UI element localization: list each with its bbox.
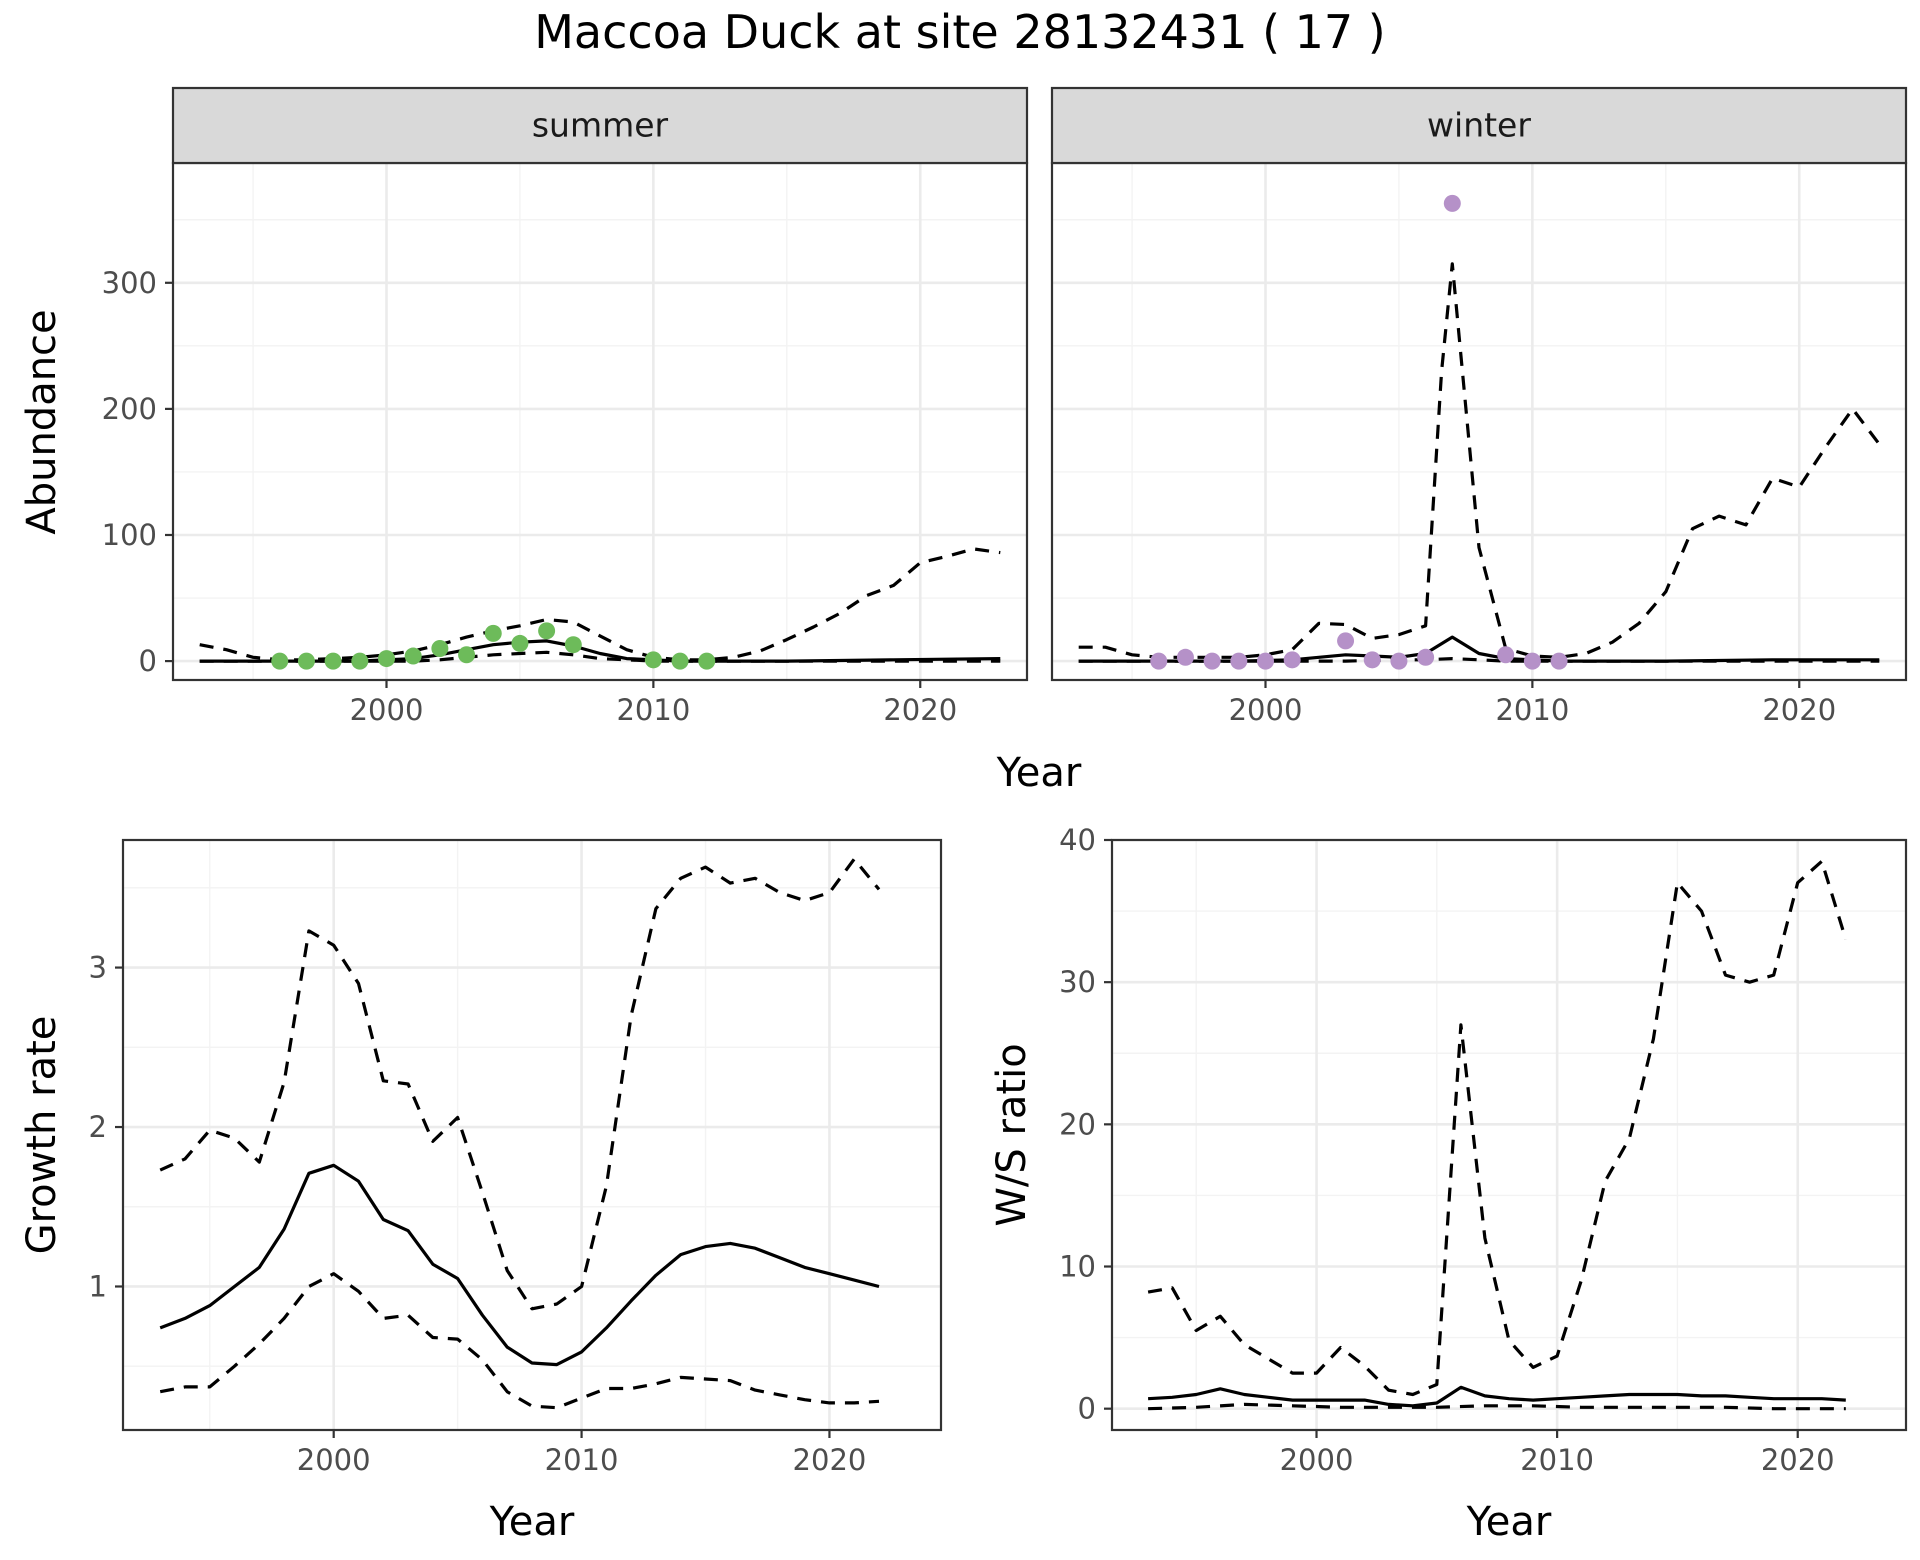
data-point [1550,652,1568,670]
y-tick-label: 300 [102,266,157,300]
data-point [1417,648,1435,666]
data-point [1283,651,1301,669]
x-tick-label: 2020 [793,1443,867,1477]
facet-label: summer [532,106,669,145]
data-point [698,652,716,670]
series-line-mean [159,1163,880,1367]
plot-area [1147,859,1848,1411]
y-tick-label: 30 [1059,965,1096,999]
data-point [458,646,476,664]
series-line-lower [159,1272,880,1410]
facet-strip [171,86,1029,165]
data-point [671,652,689,670]
plot-area [159,857,881,1410]
y-tick-label: 200 [102,392,157,426]
data-point [1150,652,1168,670]
x-tick-label: 2000 [1280,1443,1354,1477]
data-point [538,622,556,640]
y-tick-label: 2 [89,1110,107,1144]
series-line-upper [1078,262,1881,659]
data-point [297,652,315,670]
x-tick-label: 2010 [1520,1443,1594,1477]
data-point [1257,652,1274,670]
x-tick-label: 2020 [883,693,957,727]
data-point [644,651,662,669]
panel-plot-2: 2000 2010 2020 1 2 3 [89,838,943,1477]
series-line-lower [1148,1402,1846,1411]
y-tick-label: 100 [102,518,157,552]
x-tick-label: 2000 [1229,693,1303,727]
series-line-lower [199,650,1001,663]
plot-area [199,547,1001,670]
data-point [1176,648,1194,666]
y-tick-label: 1 [89,1269,107,1303]
data-point [1443,194,1461,212]
data-point [1497,646,1515,664]
data-point [378,650,395,668]
x-tick-label: 2010 [616,693,690,727]
panel-background [173,163,1027,680]
series-line-upper [199,547,1001,662]
x-tick-label: 2010 [545,1443,619,1477]
panel-plot-3: 2000 2010 2020 0 10 20 30 40 [1059,823,1908,1477]
y-tick-label: 10 [1059,1250,1096,1284]
y-tick-label: 40 [1059,823,1096,857]
data-point [1363,651,1381,669]
y-tick-label: 3 [89,951,107,985]
data-point [1337,632,1355,650]
facet-label: winter [1427,106,1531,145]
data-point [1390,652,1408,670]
series-line-mean [1148,1385,1846,1408]
data-point [1203,652,1221,670]
y-axis-title-ratio: W/S ratio [989,1043,1035,1226]
y-axis-title-abundance: Abundance [19,309,65,534]
panel-winter: winter 2000 2010 2020 [1050,86,1908,727]
data-point [511,634,529,652]
y-tick-label: 0 [139,644,157,678]
data-point [404,647,422,665]
y-tick-label: 20 [1059,1107,1096,1141]
x-tick-label: 2010 [1495,693,1569,727]
data-point [324,652,342,670]
panel-summer: summer 2000 2010 2020 0 100 200 300 [102,86,1029,727]
panel-border [121,838,943,1432]
y-axis-title-growth: Growth rate [19,1016,65,1255]
data-point [351,652,369,670]
y-tick-label: 0 [1078,1392,1096,1426]
data-point [484,624,502,642]
x-tick-label: 2020 [1762,693,1836,727]
x-tick-label: 2000 [350,693,424,727]
x-axis-title-growth: Year [489,1499,575,1545]
x-tick-label: 2000 [297,1443,371,1477]
plot-area [1078,194,1881,670]
x-tick-label: 2020 [1761,1443,1835,1477]
data-point [564,636,582,654]
data-point [1230,652,1248,670]
panel-background [123,840,941,1430]
data-point [1523,652,1541,670]
series-line-upper [159,857,881,1311]
series-line-lower [1078,657,1880,663]
x-axis-title-top: Year [996,750,1082,796]
panel-border [1110,838,1908,1432]
facet-strip [1050,86,1908,165]
data-point [271,652,289,670]
panel-background [1052,163,1906,680]
x-axis-title-ratio: Year [1466,1499,1552,1545]
page-title: Maccoa Duck at site 28132431 ( 17 ) [534,5,1386,59]
panel-background [1112,840,1906,1430]
series-line-upper [1147,859,1848,1397]
data-point [431,639,449,657]
